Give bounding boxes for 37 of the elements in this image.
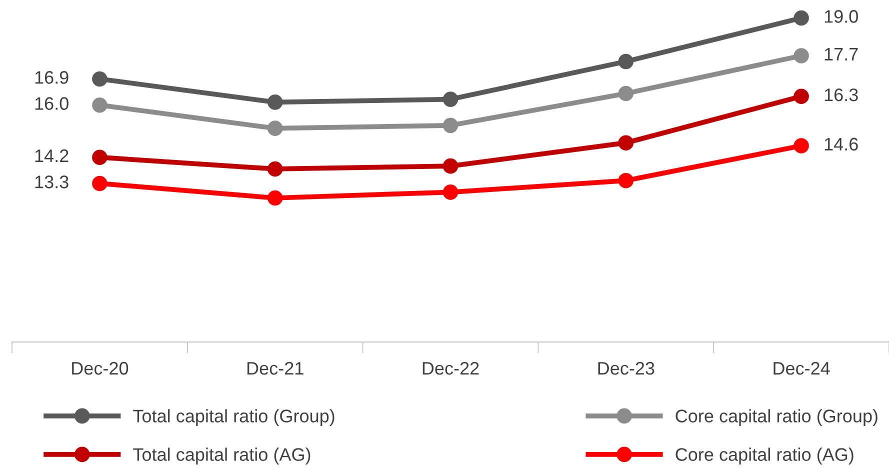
point xyxy=(267,94,283,110)
point xyxy=(92,150,108,165)
point xyxy=(618,86,634,102)
point xyxy=(267,120,283,136)
data-label: 19.0 xyxy=(824,10,858,23)
point xyxy=(618,54,634,70)
data-label: 14.6 xyxy=(824,138,858,151)
point xyxy=(618,172,634,188)
point xyxy=(267,161,283,177)
legend-label: Total capital ratio (Group) xyxy=(133,409,334,426)
x-tick-label: Dec-22 xyxy=(422,362,479,375)
x-tick-label: Dec-21 xyxy=(247,362,304,375)
x-tick-label: Dec-24 xyxy=(774,362,830,375)
legend-label: Core capital ratio (AG) xyxy=(676,448,854,465)
x-tick-label: Dec-23 xyxy=(598,362,654,375)
data-label: 16.0 xyxy=(35,97,68,110)
x-tick-label: Dec-20 xyxy=(72,362,128,375)
point xyxy=(794,88,809,104)
point xyxy=(794,10,809,26)
data-label: 14.2 xyxy=(35,149,68,162)
point xyxy=(92,71,108,87)
point xyxy=(618,135,634,150)
point xyxy=(92,176,108,192)
legend-label: Total capital ratio (AG) xyxy=(133,448,310,465)
point xyxy=(442,158,458,174)
point xyxy=(442,184,458,200)
data-label: 16.9 xyxy=(35,71,68,84)
data-label: 16.3 xyxy=(824,88,858,102)
point xyxy=(267,190,283,206)
point xyxy=(442,92,458,107)
point xyxy=(794,138,809,154)
point xyxy=(92,97,108,113)
point xyxy=(442,118,458,134)
data-label: 17.7 xyxy=(824,48,858,60)
data-label: 13.3 xyxy=(35,176,68,188)
legend-label: Core capital ratio (Group) xyxy=(676,409,878,426)
point xyxy=(794,48,809,64)
